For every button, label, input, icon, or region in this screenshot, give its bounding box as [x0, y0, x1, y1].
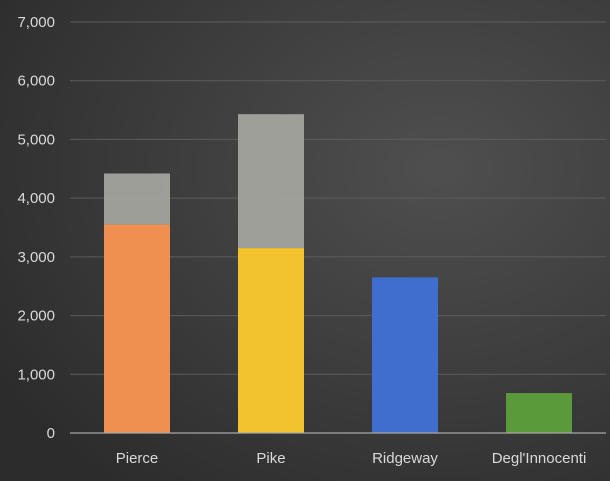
x-category-label: Ridgeway: [372, 450, 438, 467]
y-tick-label: 5,000: [17, 131, 55, 148]
bar: [238, 248, 304, 433]
y-tick-label: 7,000: [17, 14, 55, 31]
x-category-label: Degl'Innocenti: [492, 450, 587, 467]
bar: [104, 224, 170, 433]
y-tick-label: 4,000: [17, 190, 55, 207]
y-tick-label: 3,000: [17, 249, 55, 266]
bar-segment-upper: [238, 114, 304, 249]
bar: [372, 277, 438, 433]
x-axis-category-labels: Pierce Pike Ridgeway Degl'Innocenti: [116, 450, 587, 467]
y-tick-label: 6,000: [17, 73, 55, 90]
x-category-label: Pierce: [116, 450, 159, 467]
y-tick-label: 0: [47, 425, 55, 442]
x-category-label: Pike: [256, 450, 285, 467]
bar: [506, 393, 572, 433]
bar-segment-upper: [104, 173, 170, 225]
y-tick-label: 1,000: [17, 366, 55, 383]
bars: [104, 114, 572, 433]
y-tick-label: 2,000: [17, 308, 55, 325]
y-axis-tick-labels: 0 1,000 2,000 3,000 4,000 5,000 6,000 7,000: [17, 14, 55, 442]
